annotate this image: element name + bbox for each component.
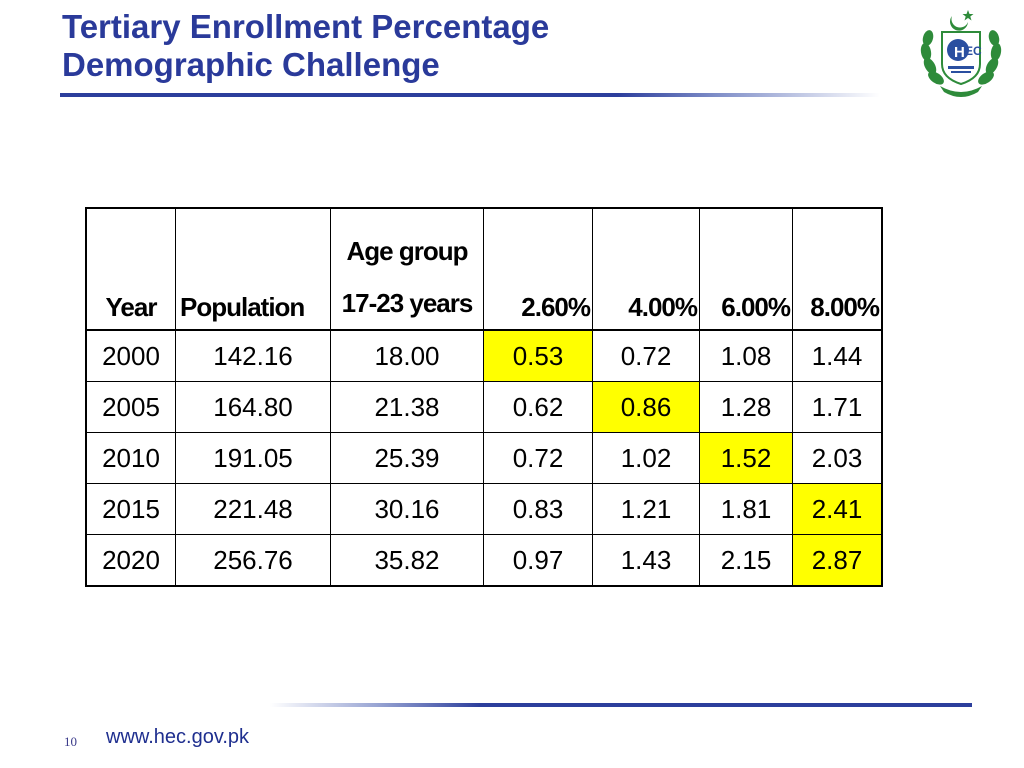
header-population: Population	[175, 207, 331, 331]
cell-rate-8-00: 1.44	[792, 329, 883, 382]
title-line-2: Demographic Challenge	[62, 46, 440, 83]
cell-rate-4-00: 0.72	[592, 329, 700, 382]
slide-title: Tertiary Enrollment Percentage Demograph…	[62, 8, 549, 84]
hec-emblem-icon: H EC	[918, 6, 1004, 102]
svg-text:EC: EC	[965, 44, 982, 58]
cell-rate-4-00: 1.02	[592, 432, 700, 484]
table-row: 2000 142.16 18.00 0.53 0.72 1.08 1.44	[85, 329, 883, 382]
cell-rate-8-00: 2.87	[792, 534, 883, 587]
cell-rate-6-00: 1.81	[699, 483, 793, 535]
header-year: Year	[85, 207, 176, 331]
cell-population: 191.05	[175, 432, 331, 484]
cell-rate-6-00: 1.52	[699, 432, 793, 484]
table-row: 2010 191.05 25.39 0.72 1.02 1.52 2.03	[85, 432, 883, 484]
cell-year: 2010	[85, 432, 176, 484]
header-rate-8-00: 8.00%	[792, 207, 883, 331]
cell-rate-2-60: 0.97	[483, 534, 593, 587]
table-row: 2005 164.80 21.38 0.62 0.86 1.28 1.71	[85, 381, 883, 433]
cell-rate-8-00: 2.41	[792, 483, 883, 535]
header-rate-4-00: 4.00%	[592, 207, 700, 331]
table-header-row: Year Population Age group 17-23 years 2.…	[85, 207, 883, 331]
cell-year: 2000	[85, 329, 176, 382]
cell-age-group: 30.16	[330, 483, 484, 535]
cell-rate-4-00: 0.86	[592, 381, 700, 433]
cell-population: 142.16	[175, 329, 331, 382]
cell-age-group: 25.39	[330, 432, 484, 484]
cell-population: 164.80	[175, 381, 331, 433]
cell-population: 221.48	[175, 483, 331, 535]
cell-age-group: 21.38	[330, 381, 484, 433]
title-line-1: Tertiary Enrollment Percentage	[62, 8, 550, 45]
cell-rate-6-00: 2.15	[699, 534, 793, 587]
header-age-group-line1: Age group	[346, 236, 469, 266]
cell-population: 256.76	[175, 534, 331, 587]
cell-year: 2005	[85, 381, 176, 433]
cell-rate-6-00: 1.08	[699, 329, 793, 382]
cell-rate-2-60: 0.83	[483, 483, 593, 535]
cell-year: 2020	[85, 534, 176, 587]
cell-rate-4-00: 1.43	[592, 534, 700, 587]
header-age-group: Age group 17-23 years	[330, 207, 484, 331]
table-row: 2020 256.76 35.82 0.97 1.43 2.15 2.87	[85, 534, 883, 587]
svg-text:H: H	[954, 44, 965, 61]
header-rate-2-60: 2.60%	[483, 207, 593, 331]
cell-age-group: 35.82	[330, 534, 484, 587]
cell-rate-2-60: 0.72	[483, 432, 593, 484]
cell-rate-8-00: 2.03	[792, 432, 883, 484]
cell-age-group: 18.00	[330, 329, 484, 382]
cell-rate-8-00: 1.71	[792, 381, 883, 433]
page-number: 10	[64, 734, 77, 749]
footer-rule	[270, 703, 972, 707]
title-underline	[60, 93, 880, 97]
header-age-group-line2: 17-23 years	[341, 288, 474, 318]
enrollment-table: Year Population Age group 17-23 years 2.…	[85, 207, 883, 587]
cell-rate-2-60: 0.62	[483, 381, 593, 433]
footer-url-link[interactable]: www.hec.gov.pk	[106, 726, 250, 748]
cell-year: 2015	[85, 483, 176, 535]
cell-rate-4-00: 1.21	[592, 483, 700, 535]
cell-rate-6-00: 1.28	[699, 381, 793, 433]
enrollment-table-container: Year Population Age group 17-23 years 2.…	[85, 207, 883, 587]
cell-rate-2-60: 0.53	[483, 329, 593, 382]
table-row: 2015 221.48 30.16 0.83 1.21 1.81 2.41	[85, 483, 883, 535]
header-rate-6-00: 6.00%	[699, 207, 793, 331]
